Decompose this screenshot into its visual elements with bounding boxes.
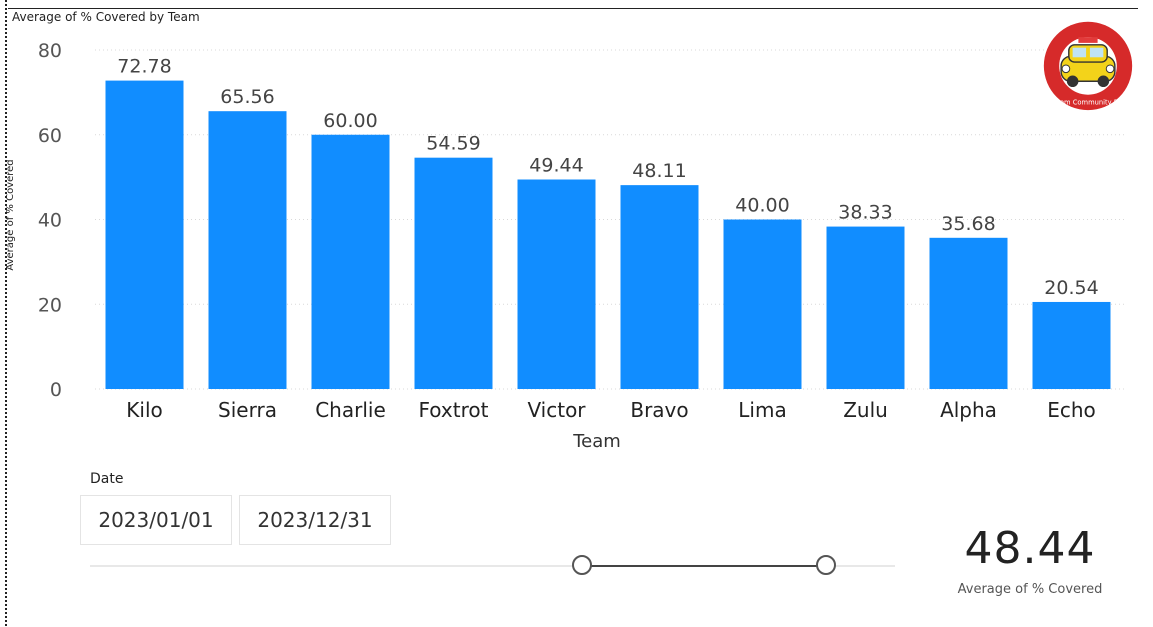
x-tick-label: Charlie: [315, 398, 386, 422]
visual-border-top: [8, 8, 1138, 9]
logo-text: GorsCom Community Patrols: [1040, 98, 1136, 106]
bar-victor[interactable]: [517, 179, 596, 389]
date-slider-range: [582, 565, 827, 567]
bar-lima[interactable]: [723, 219, 802, 390]
data-label: 54.59: [426, 133, 480, 155]
visual-border-left: [0, 0, 8, 627]
data-label: 65.56: [220, 86, 274, 108]
bar-foxtrot[interactable]: [414, 157, 493, 389]
bar-charlie[interactable]: [311, 134, 390, 389]
y-tick-label: 40: [38, 210, 62, 232]
x-tick-label: Kilo: [126, 398, 162, 422]
data-label: 49.44: [529, 154, 583, 176]
y-tick-label: 60: [38, 125, 62, 147]
x-tick-label: Alpha: [940, 398, 997, 422]
date-slicer-label: Date: [90, 471, 124, 487]
kpi-card-value: 48.44: [964, 523, 1096, 574]
bar-sierra[interactable]: [208, 111, 287, 389]
bar-alpha[interactable]: [929, 237, 1008, 389]
gorscom-logo: GorsCom Community Patrols: [1040, 21, 1136, 111]
date-slider-track[interactable]: [90, 565, 895, 567]
y-tick-label: 0: [50, 379, 62, 401]
data-label: 60.00: [323, 110, 377, 132]
x-tick-label: Sierra: [218, 398, 277, 422]
y-tick-label: 80: [38, 40, 62, 62]
x-tick-label: Echo: [1047, 398, 1096, 422]
bar-echo[interactable]: [1032, 301, 1111, 389]
end-date-input[interactable]: 2023/12/31: [239, 495, 391, 545]
date-slider-end-handle[interactable]: [816, 555, 836, 575]
start-date-input[interactable]: 2023/01/01: [80, 495, 232, 545]
x-tick-label: Victor: [527, 398, 586, 422]
kpi-card-label: Average of % Covered: [957, 582, 1103, 597]
data-label: 35.68: [941, 213, 995, 235]
bar-kilo[interactable]: [105, 80, 184, 389]
chart-title: Average of % Covered by Team: [12, 10, 200, 24]
data-label: 72.78: [117, 56, 171, 78]
data-label: 40.00: [735, 195, 789, 217]
x-tick-label: Lima: [738, 398, 786, 422]
data-label: 20.54: [1044, 277, 1098, 299]
data-label: 38.33: [838, 202, 892, 224]
x-tick-label: Zulu: [843, 398, 888, 422]
bar-chart[interactable]: 0 20 40 60 80 72.78 Kilo 65.56 Sierra 60.00 Charli…: [0, 0, 1153, 460]
x-axis-label: Team: [572, 431, 621, 452]
data-label: 48.11: [632, 160, 686, 182]
y-tick-label: 20: [38, 294, 62, 316]
bar-zulu[interactable]: [826, 226, 905, 389]
date-slider-start-handle[interactable]: [572, 555, 592, 575]
x-tick-label: Foxtrot: [419, 398, 489, 422]
x-tick-label: Bravo: [630, 398, 688, 422]
bar-bravo[interactable]: [620, 185, 699, 389]
